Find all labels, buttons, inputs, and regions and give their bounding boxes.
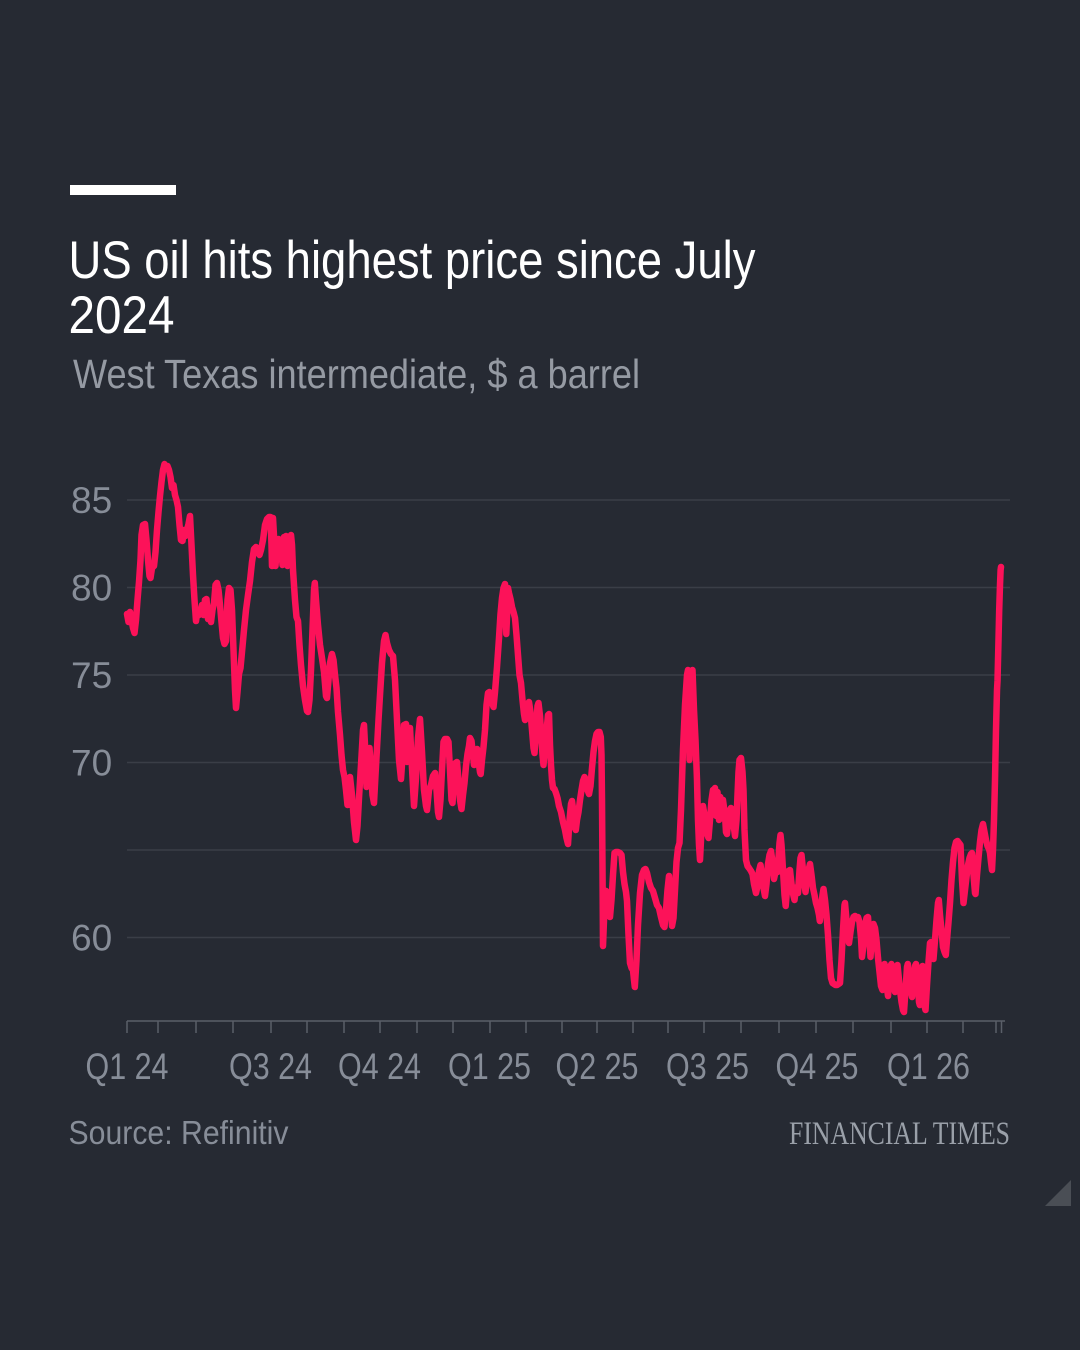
svg-text:70: 70 [71, 743, 112, 784]
svg-text:85: 85 [71, 480, 112, 521]
svg-text:Q3 24: Q3 24 [229, 1046, 312, 1087]
svg-text:Q1 24: Q1 24 [86, 1046, 169, 1087]
svg-text:80: 80 [71, 568, 112, 609]
svg-text:75: 75 [71, 655, 112, 696]
svg-text:60: 60 [71, 918, 112, 959]
svg-text:Q1 26: Q1 26 [887, 1046, 970, 1087]
svg-text:Q1 25: Q1 25 [448, 1046, 531, 1087]
svg-text:Q4 25: Q4 25 [776, 1046, 859, 1087]
svg-text:US oil hits highest price sinc: US oil hits highest price since July [69, 231, 756, 290]
svg-text:FINANCIAL TIMES: FINANCIAL TIMES [789, 1116, 1010, 1152]
svg-text:Q3 25: Q3 25 [666, 1046, 749, 1087]
svg-text:2024: 2024 [69, 286, 175, 345]
svg-text:Source: Refinitiv: Source: Refinitiv [69, 1115, 289, 1152]
svg-text:West Texas intermediate, $ a b: West Texas intermediate, $ a barrel [73, 351, 640, 397]
svg-text:Q4 24: Q4 24 [338, 1046, 421, 1087]
svg-text:Q2 25: Q2 25 [556, 1046, 639, 1087]
